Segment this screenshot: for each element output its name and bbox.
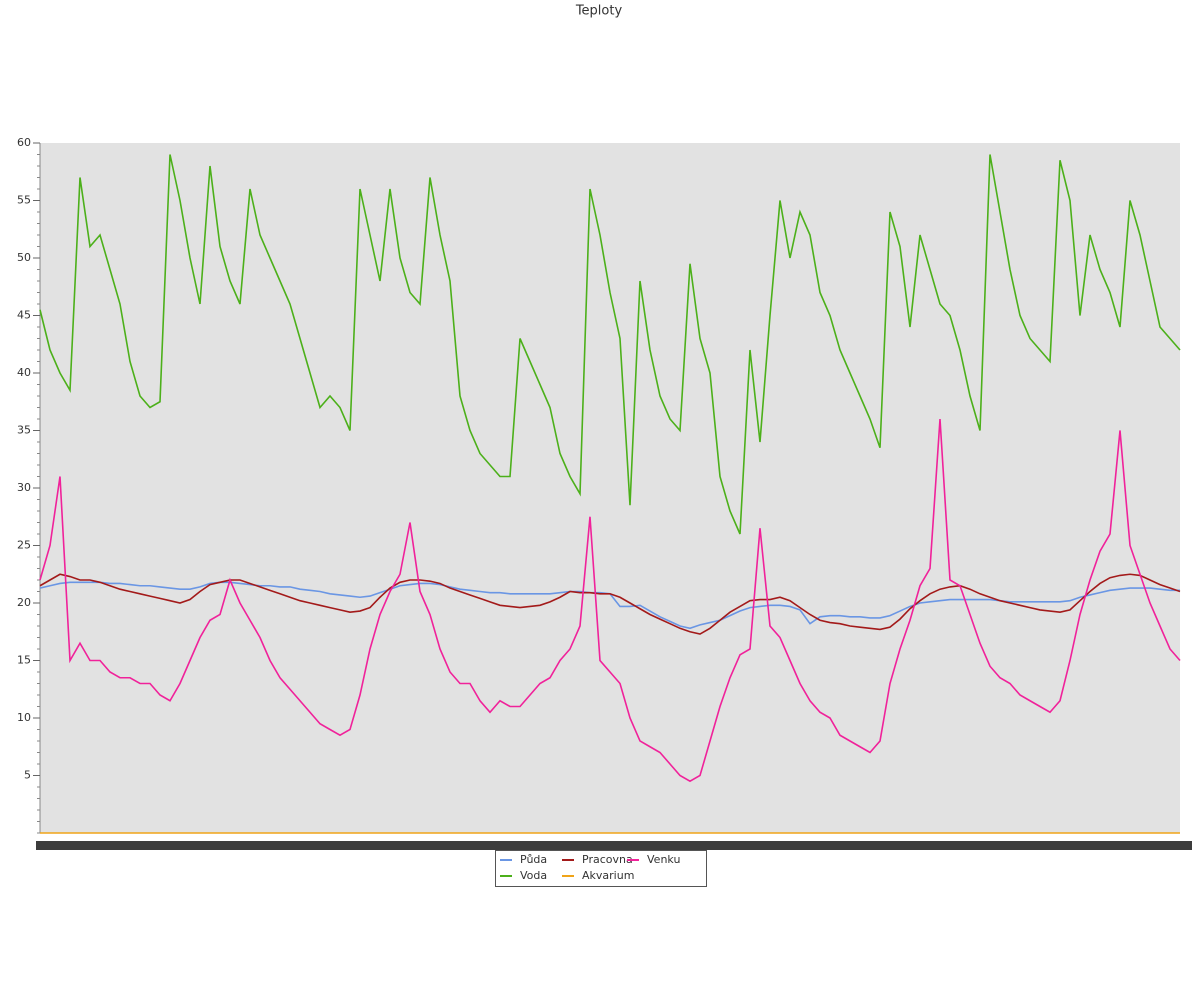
x-axis-labels	[36, 841, 1192, 850]
y-tick-label: 10	[17, 711, 31, 724]
y-tick-label: 30	[17, 481, 31, 494]
plot-area	[40, 143, 1180, 833]
legend-label: Půda	[520, 853, 547, 866]
y-tick-label: 25	[17, 539, 31, 552]
y-tick-label: 5	[24, 769, 31, 782]
plot: 5 10 15 20 25 30 35 40 45 50 55 60	[17, 136, 1181, 834]
legend-label: Akvarium	[582, 869, 634, 882]
legend	[495, 850, 707, 887]
y-tick-label: 45	[17, 309, 31, 322]
series-line	[39, 418, 1181, 783]
legend-label: Voda	[520, 869, 547, 882]
y-tick-label: 20	[17, 596, 31, 609]
legend-label: Venku	[647, 853, 680, 866]
y-tick-label: 35	[17, 424, 31, 437]
legend-items: Půda Pracovna Venku Voda Akvarium	[500, 853, 680, 882]
y-tick-label: 55	[17, 194, 31, 207]
y-tick-label: 50	[17, 251, 31, 264]
chart-title: Teploty	[575, 4, 623, 19]
series-line	[39, 154, 1181, 535]
y-tick-label: 40	[17, 366, 31, 379]
y-tick-label: 60	[17, 136, 31, 149]
y-tick-label: 15	[17, 654, 31, 667]
legend-label: Pracovna	[582, 853, 633, 866]
